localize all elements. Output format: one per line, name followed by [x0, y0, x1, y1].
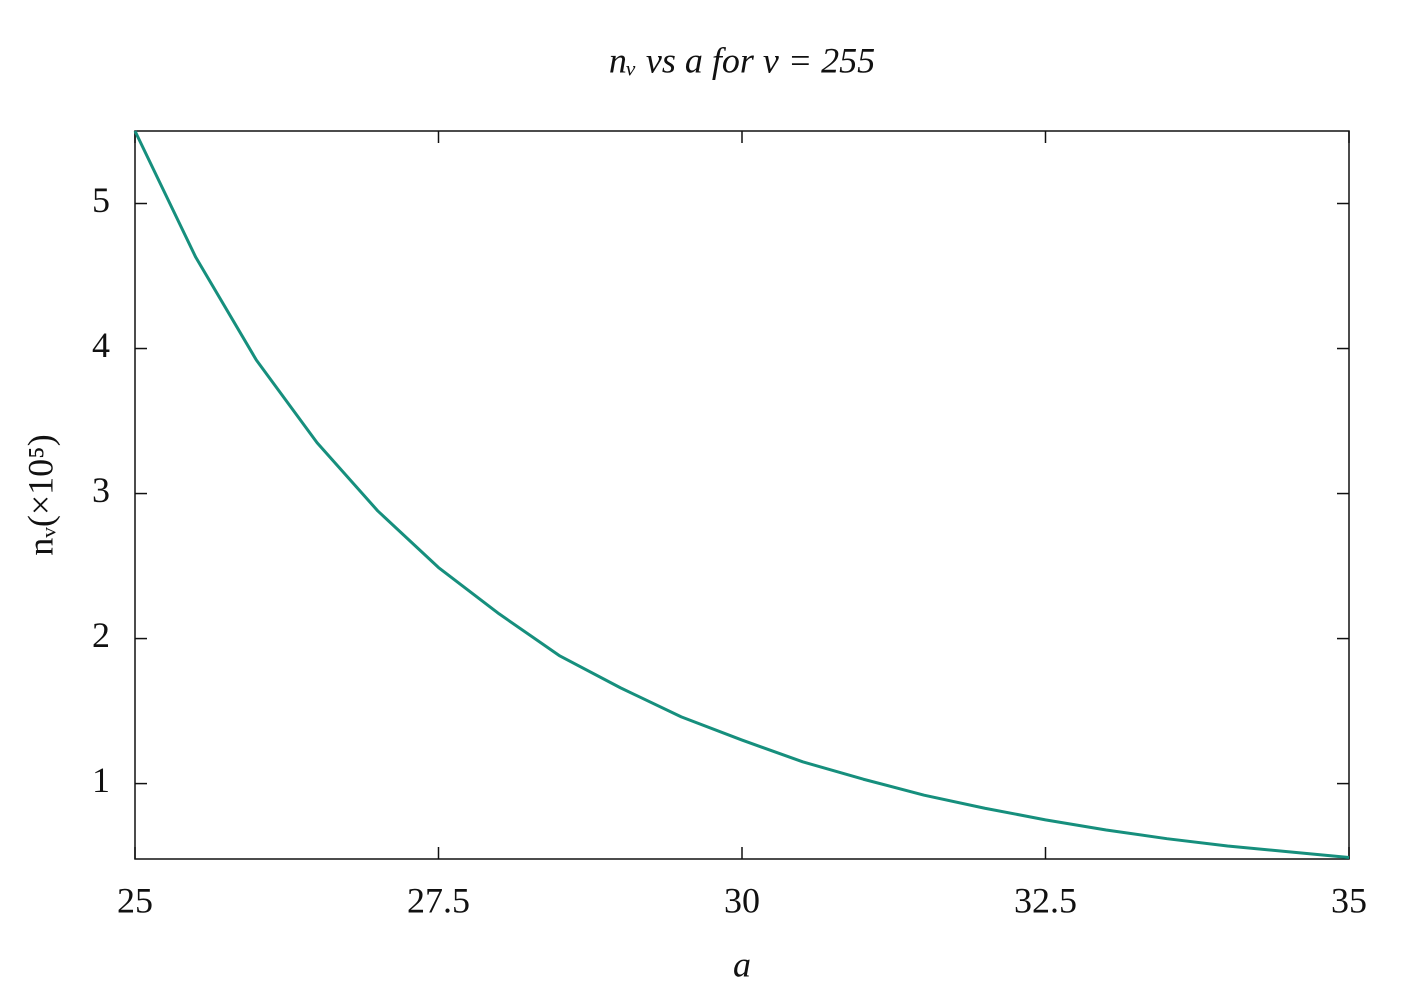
y-tick-label: 3 [92, 470, 110, 510]
x-tick-label: 27.5 [407, 880, 470, 920]
chart-title: nᵥ vs a for v = 255 [609, 40, 875, 80]
y-tick-label: 5 [92, 180, 110, 220]
y-tick-label: 1 [92, 760, 110, 800]
x-tick-label: 25 [117, 880, 153, 920]
x-tick-label: 35 [1331, 880, 1367, 920]
x-tick-label: 30 [724, 880, 760, 920]
data-line [133, 130, 1350, 860]
y-axis-label: nᵥ(×10⁵) [20, 434, 60, 555]
x-axis-label: a [733, 944, 751, 984]
plot-frame [134, 130, 1350, 860]
y-tick-label: 4 [92, 325, 110, 365]
y-tick-label: 2 [92, 615, 110, 655]
x-tick-label: 32.5 [1014, 880, 1077, 920]
